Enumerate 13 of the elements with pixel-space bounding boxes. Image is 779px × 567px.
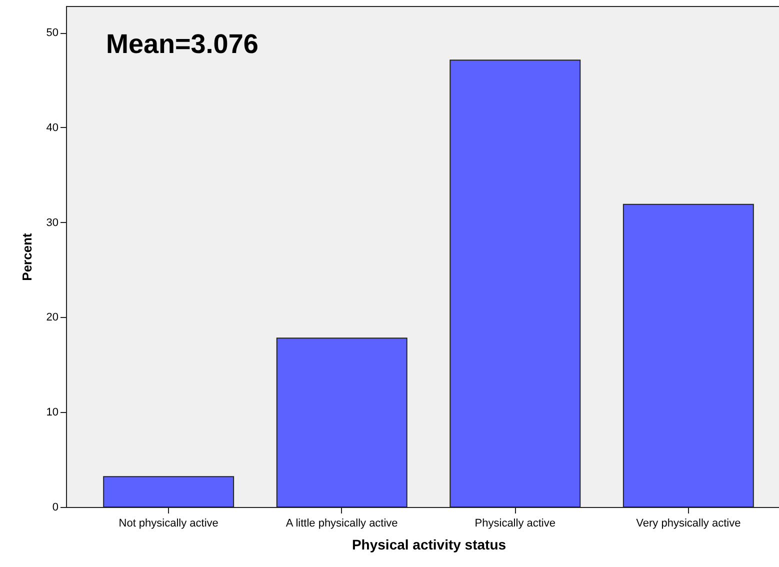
x-tick-label: Very physically active bbox=[636, 518, 741, 530]
x-tick-label: Not physically active bbox=[118, 518, 218, 530]
y-tick-label: 10 bbox=[46, 406, 58, 419]
y-tick-label: 40 bbox=[46, 122, 58, 134]
annotation: Mean=3.076 bbox=[106, 29, 258, 59]
x-axis-title: Physical activity status bbox=[352, 536, 506, 552]
y-axis-title: Percent bbox=[19, 232, 34, 281]
x-tick-label: Physically active bbox=[474, 518, 556, 530]
y-tick-label: 20 bbox=[46, 312, 58, 324]
y-tick-label: 0 bbox=[52, 502, 58, 514]
x-tick-label: A little physically active bbox=[286, 518, 398, 530]
y-tick-label: 30 bbox=[46, 216, 58, 229]
y-tick-label: 50 bbox=[46, 27, 58, 40]
